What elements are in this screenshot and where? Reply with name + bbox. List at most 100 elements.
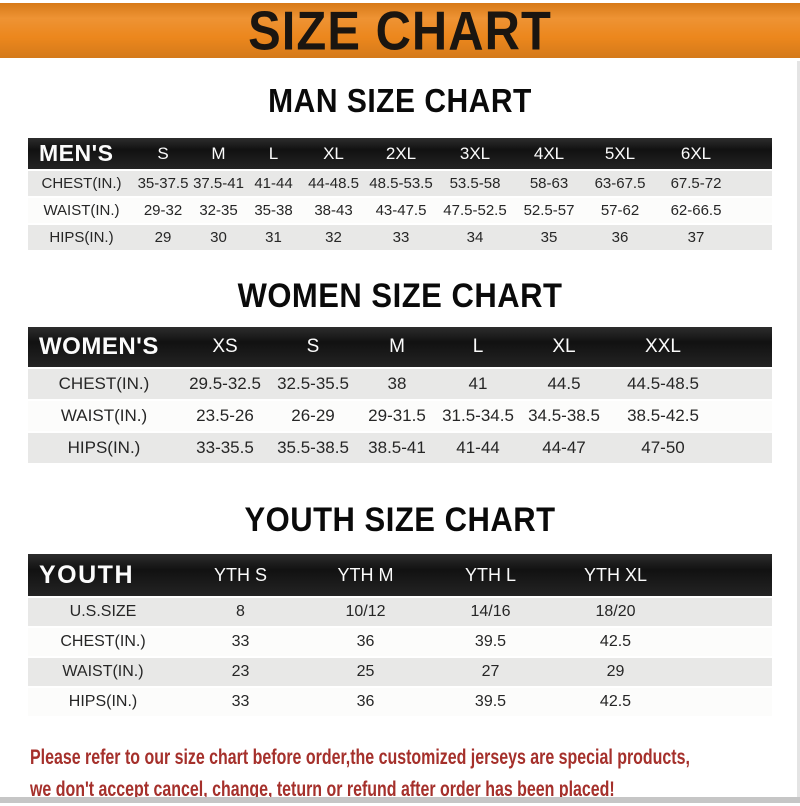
size-value: 35-37.5 [137,175,189,192]
size-value: 31 [265,229,282,246]
size-column-header: YTH S [178,554,303,596]
size-value: 42.5 [599,633,632,650]
size-column-header: XS [180,327,270,367]
table-group-label: MEN'S [28,138,135,169]
size-chart-banner: SIZE CHART [0,0,800,61]
row-spacer [716,433,772,463]
measurement-row: WAIST(IN.) 29-32 32-35 35-38 38-43 43-47.5 47.… [28,198,772,223]
size-value: 37.5-41 [193,175,244,192]
row-label: WAIST(IN.) [62,663,144,680]
size-value: 30 [210,229,227,246]
size-value: 8 [236,603,245,620]
size-value: 38.5-41 [368,438,426,457]
size-column-header: S [270,327,356,367]
row-label: WAIST(IN.) [43,202,120,219]
size-value: 34.5-38.5 [528,406,600,425]
size-column-header: 2XL [366,138,436,169]
size-column-header: 6XL [656,138,736,169]
size-value: 48.5-53.5 [369,175,433,192]
size-value: 38 [387,374,407,393]
row-spacer [736,225,772,250]
men-size-table: MEN'S S M L XL 2XL 3XL 4XL 5XL 6XL CHEST(IN.) 35-3… [28,136,772,252]
size-column-header: 5XL [584,138,656,169]
row-spacer [678,628,772,656]
row-spacer [716,401,772,431]
size-value: 33 [231,693,250,710]
size-value: 29-31.5 [368,406,426,425]
row-label: HIPS(IN.) [67,438,141,457]
size-column-header: YTH M [303,554,428,596]
size-value: 26-29 [291,406,335,425]
size-column-header: 3XL [436,138,514,169]
women-section: WOMEN SIZE CHART WOMEN'S XS S M L XL XXL CHEST… [0,275,800,465]
measurement-row: CHEST(IN.) 35-37.5 37.5-41 41-44 44-48.5 48.5… [28,171,772,196]
size-value: 35 [540,229,558,246]
size-column-header: S [135,138,191,169]
table-group-label: WOMEN'S [28,327,180,367]
row-spacer [678,598,772,626]
size-value: 10/12 [345,603,386,620]
size-value: 38-43 [314,202,353,219]
women-size-chart-heading: WOMEN SIZE CHART [237,275,563,316]
size-value: 36 [356,693,375,710]
size-value: 23 [231,663,250,680]
row-label: CHEST(IN.) [60,633,146,650]
size-value: 53.5-58 [449,175,501,192]
measurement-row: CHEST(IN.) 29.5-32.5 32.5-35.5 38 41 44.5 44.5… [28,369,772,399]
row-spacer [678,658,772,686]
size-value: 33-35.5 [196,438,254,457]
size-column-header: YTH XL [553,554,678,596]
size-value: 36 [611,229,629,246]
size-value: 27 [481,663,500,680]
size-column-header: L [438,327,518,367]
size-value: 29 [606,663,625,680]
men-header-row: MEN'S S M L XL 2XL 3XL 4XL 5XL 6XL [28,138,772,169]
youth-size-table: YOUTH YTH S YTH M YTH L YTH XL U.S.SIZE 8 10/1… [28,552,772,718]
size-column-header: YTH L [428,554,553,596]
size-value: 29.5-32.5 [189,374,261,393]
row-label: HIPS(IN.) [49,229,114,246]
size-value: 41 [468,374,488,393]
size-value: 34 [466,229,484,246]
size-value: 25 [356,663,375,680]
youth-section: YOUTH SIZE CHART YOUTH YTH S YTH M YTH L YTH… [0,499,800,718]
right-edge-strip [797,61,800,797]
size-value: 41-44 [456,438,500,457]
measurement-row: WAIST(IN.) 23 25 27 29 [28,658,772,686]
size-value: 32.5-35.5 [277,374,349,393]
man-size-chart-heading: MAN SIZE CHART [268,82,532,120]
size-column-header: XL [518,327,610,367]
size-value: 39.5 [474,633,507,650]
women-size-table: WOMEN'S XS S M L XL XXL CHEST(IN.) 29.5-32.5 32.… [28,325,772,465]
row-label: U.S.SIZE [69,603,137,620]
size-value: 52.5-57 [523,202,575,219]
youth-size-chart-heading: YOUTH SIZE CHART [244,499,556,540]
size-value: 44.5 [547,374,581,393]
size-value: 33 [231,633,250,650]
banner-title: SIZE CHART [248,0,552,62]
youth-header-row: YOUTH YTH S YTH M YTH L YTH XL [28,554,772,596]
size-value: 18/20 [595,603,636,620]
size-value: 47-50 [641,438,685,457]
size-value: 32 [325,229,342,246]
size-column-header: M [191,138,246,169]
women-header-row: WOMEN'S XS S M L XL XXL [28,327,772,367]
size-value: 36 [356,633,375,650]
measurement-row: HIPS(IN.) 33 36 39.5 42.5 [28,688,772,716]
order-note-line-1: Please refer to our size chart before or… [30,746,690,769]
size-column-header: XXL [610,327,716,367]
size-value: 44.5-48.5 [627,374,699,393]
size-value: 33 [392,229,410,246]
size-value: 29 [154,229,172,246]
size-value: 57-62 [600,202,640,219]
size-value: 37 [687,229,705,246]
size-column-header: L [246,138,301,169]
bottom-edge-strip [0,797,800,803]
order-note: Please refer to our size chart before or… [30,742,800,806]
size-value: 41-44 [254,175,293,192]
row-label: WAIST(IN.) [60,406,148,425]
size-value: 29-32 [143,202,183,219]
size-value: 47.5-52.5 [443,202,507,219]
size-value: 38.5-42.5 [627,406,699,425]
measurement-row: WAIST(IN.) 23.5-26 26-29 29-31.5 31.5-34.5 34… [28,401,772,431]
